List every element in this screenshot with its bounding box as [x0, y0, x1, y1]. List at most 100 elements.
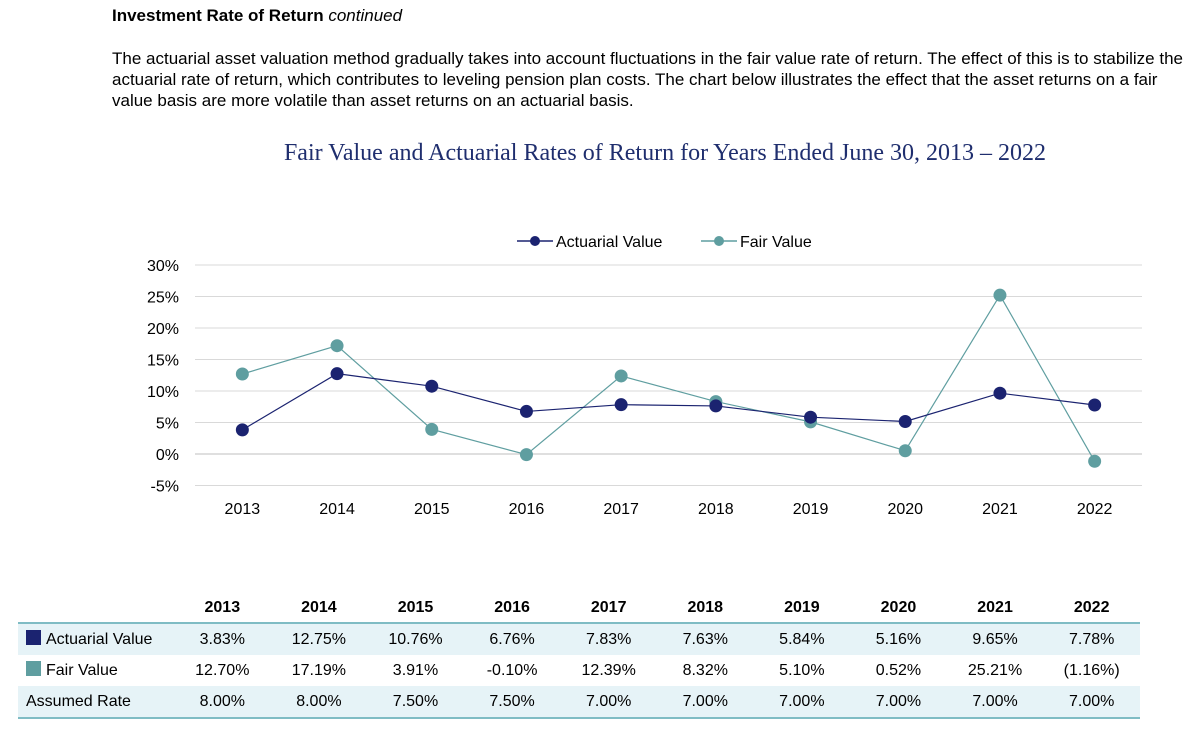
- legend-actuarial-value-marker: [530, 236, 540, 246]
- row-label-text: Fair Value: [46, 662, 118, 679]
- actuarial-swatch-icon: [26, 630, 41, 645]
- table-cell: 6.76%: [463, 622, 561, 655]
- table-cell: 7.00%: [850, 686, 947, 719]
- row-label-text: Actuarial Value: [46, 631, 153, 648]
- actuarial-value-point: [993, 386, 1007, 400]
- y-tick-label: 25%: [147, 290, 179, 307]
- table-cell: 7.00%: [946, 686, 1044, 719]
- x-tick-label: 2014: [319, 501, 355, 518]
- actuarial-value-point: [614, 398, 628, 412]
- legend-fair-value-marker: [714, 236, 724, 246]
- actuarial-value-point: [425, 379, 439, 393]
- table-cell: 7.00%: [560, 686, 657, 719]
- section-heading: Investment Rate of Return continued: [112, 6, 402, 26]
- table-cell: 5.84%: [753, 622, 851, 655]
- table-header-year: 2018: [687, 599, 724, 616]
- fair-value-point: [898, 444, 912, 458]
- table-header-row: 2013 2014 2015 2016 2017 2018 2019 2020 …: [18, 594, 1140, 623]
- table-header-year: 2020: [880, 599, 917, 616]
- returns-table: 2013 2014 2015 2016 2017 2018 2019 2020 …: [18, 594, 1140, 719]
- section-heading-continued: continued: [328, 6, 403, 25]
- table-cell: 7.78%: [1043, 622, 1140, 655]
- x-tick-label: 2013: [225, 501, 261, 518]
- table-cell: 25.21%: [946, 655, 1044, 686]
- actuarial-value-point: [235, 423, 249, 437]
- fair-value-point: [993, 288, 1007, 302]
- table-row-actuarial-value: Actuarial Value 3.83% 12.75% 10.76% 6.76…: [18, 622, 1140, 655]
- section-heading-title: Investment Rate of Return: [112, 6, 324, 25]
- table-cell: 7.00%: [753, 686, 851, 719]
- y-tick-label: 20%: [147, 321, 179, 338]
- table-cell: 3.91%: [367, 655, 464, 686]
- table-cell: 7.63%: [656, 622, 754, 655]
- y-tick-label: 10%: [147, 384, 179, 401]
- intro-paragraph: The actuarial asset valuation method gra…: [112, 49, 1183, 110]
- x-tick-label: 2018: [698, 501, 734, 518]
- table-cell: 5.16%: [850, 622, 947, 655]
- table-cell: 12.75%: [270, 622, 368, 655]
- table-cell: 10.76%: [367, 622, 464, 655]
- actuarial-value-point: [519, 404, 533, 418]
- x-tick-label: 2020: [887, 501, 923, 518]
- table-cell: 3.83%: [174, 622, 271, 655]
- table-header-year: 2019: [784, 599, 820, 616]
- table-cell: 0.52%: [850, 655, 947, 686]
- table-cell: 7.00%: [1043, 686, 1140, 719]
- table-cell: -0.10%: [463, 655, 561, 686]
- table-row-assumed-rate: Assumed Rate 8.00% 8.00% 7.50% 7.50% 7.0…: [18, 686, 1140, 719]
- table-cell: 8.00%: [270, 686, 368, 719]
- fair-value-point: [330, 339, 344, 353]
- row-label-text: Assumed Rate: [26, 692, 131, 710]
- table-header-blank: [18, 594, 174, 623]
- row-label: Actuarial Value: [18, 622, 174, 655]
- table-cell: 7.50%: [367, 686, 464, 719]
- table-cell: 9.65%: [946, 622, 1044, 655]
- y-tick-label: 0%: [156, 447, 179, 464]
- actuarial-value-point: [898, 414, 912, 428]
- fair-value-point: [614, 369, 628, 383]
- table-cell: 8.32%: [656, 655, 754, 686]
- actuarial-value-point: [804, 410, 818, 424]
- row-label: Fair Value: [18, 655, 174, 686]
- actuarial-value-point: [709, 399, 723, 413]
- table-header-year: 2013: [204, 599, 241, 616]
- fair-value-point: [235, 367, 249, 381]
- table-header-year: 2016: [494, 599, 530, 616]
- table-row-fair-value: Fair Value 12.70% 17.19% 3.91% -0.10% 12…: [18, 655, 1140, 686]
- fair-value-swatch-icon: [26, 661, 41, 676]
- actuarial-value-point: [330, 367, 344, 381]
- x-tick-label: 2017: [603, 501, 639, 518]
- table-cell: 12.39%: [560, 655, 657, 686]
- x-tick-label: 2015: [414, 501, 450, 518]
- table-header-year: 2014: [301, 599, 337, 616]
- fair-value-line: [242, 293, 1096, 462]
- row-label: Assumed Rate: [18, 686, 174, 719]
- actuarial-value-point: [1088, 398, 1102, 412]
- table-header-year: 2015: [397, 599, 434, 616]
- table-cell: 8.00%: [174, 686, 271, 719]
- line-chart: -5% 0% 5% 10% 15% 20% 25% 30% 2013 2014 2015 2016 20…: [147, 234, 1142, 518]
- y-tick-label: 5%: [156, 416, 179, 433]
- table-cell: (1.16%): [1043, 655, 1140, 686]
- chart-title: Fair Value and Actuarial Rates of Return…: [283, 140, 1047, 166]
- table-cell: 7.00%: [656, 686, 754, 719]
- table-cell: 7.50%: [463, 686, 561, 719]
- y-tick-label: 15%: [147, 353, 179, 370]
- y-tick-label: -5%: [151, 479, 179, 496]
- table-header-year: 2021: [977, 599, 1013, 616]
- fair-value-point: [1088, 454, 1102, 468]
- table-cell: 5.10%: [753, 655, 851, 686]
- y-tick-label: 30%: [147, 258, 179, 275]
- actuarial-value-line: [242, 373, 1095, 431]
- x-tick-label: 2021: [982, 501, 1018, 518]
- fair-value-point: [519, 448, 533, 462]
- table-header-year: 2017: [590, 599, 627, 616]
- x-tick-label: 2016: [509, 501, 545, 518]
- table-cell: 17.19%: [270, 655, 368, 686]
- legend-actuarial-value-label: Actuarial Value: [556, 234, 663, 251]
- x-tick-label: 2022: [1077, 501, 1113, 518]
- x-tick-label: 2019: [793, 501, 829, 518]
- table-header-year: 2022: [1073, 599, 1110, 616]
- table-cell: 7.83%: [560, 622, 657, 655]
- table-cell: 12.70%: [174, 655, 271, 686]
